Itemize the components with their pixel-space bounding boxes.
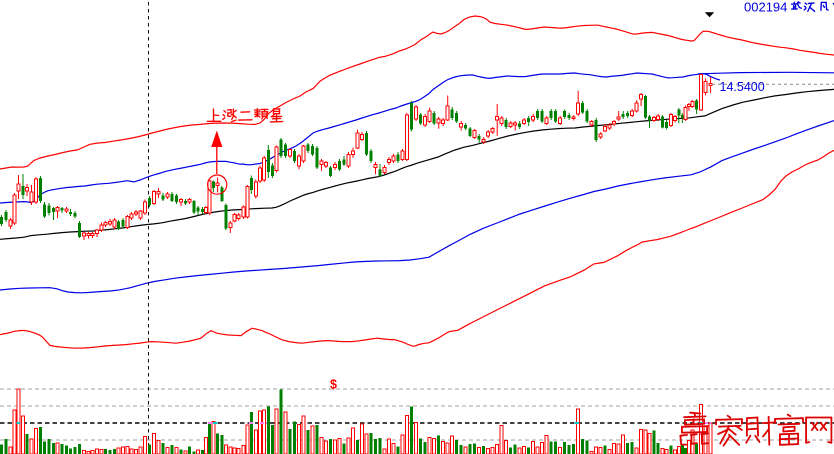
svg-text:14.5400: 14.5400 — [720, 80, 765, 94]
svg-text:$: $ — [330, 378, 337, 392]
svg-text:002194: 002194 — [744, 0, 787, 15]
